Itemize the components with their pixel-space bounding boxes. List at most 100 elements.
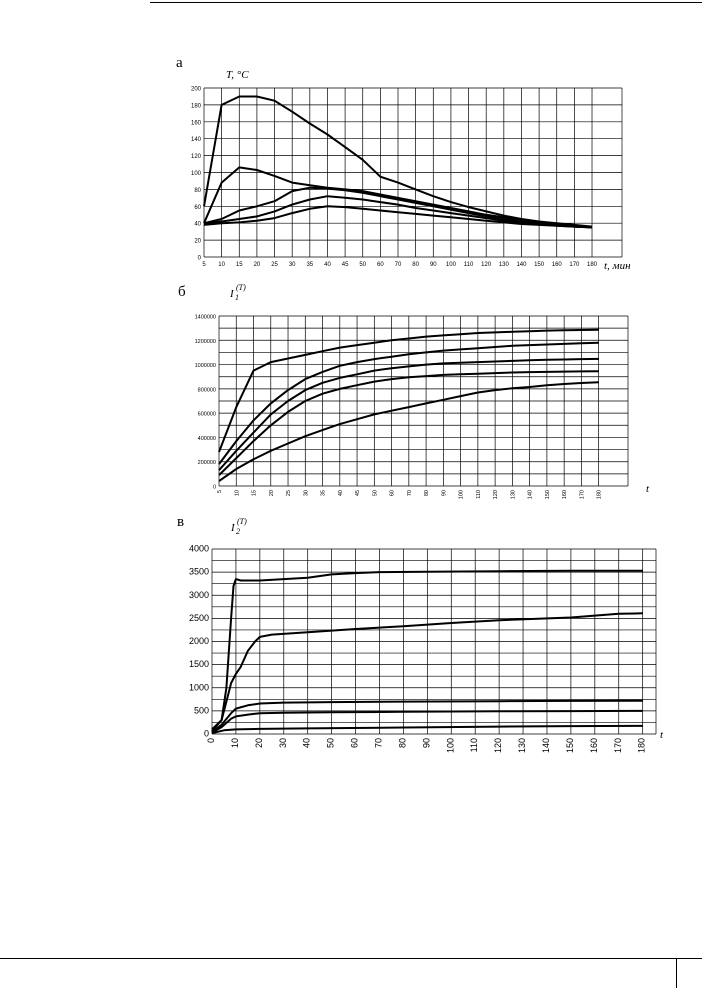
x-tick-label: 130 <box>499 262 510 268</box>
y-tick-label: 1400000 <box>195 315 216 321</box>
x-tick-label: 110 <box>469 738 479 752</box>
y-tick-label: 20 <box>194 239 201 245</box>
x-tick-label: 170 <box>613 738 623 753</box>
x-tick-label: 140 <box>541 738 551 753</box>
y-tick-label: 200 <box>191 87 202 93</box>
series-line-2 <box>218 341 599 465</box>
y-tick-label: 0 <box>213 485 216 491</box>
y-tick-label: 140 <box>191 137 202 143</box>
chart-integral-1: б I 1(T) 0 200000 400000 600000 800000 1000000 12… <box>178 283 650 499</box>
y-tick-label: 400000 <box>198 436 216 442</box>
x-tick-label: 50 <box>372 490 378 496</box>
x-tick-label: 10 <box>230 738 240 748</box>
x-tick-label: 180 <box>637 738 647 753</box>
series-line-3 <box>211 699 643 733</box>
y-tick-label: 0 <box>204 729 209 739</box>
x-axis-title: t <box>660 729 664 741</box>
x-tick-label: 60 <box>377 262 384 268</box>
chart-integral-2: в I 2(T) 0 500 1000 1500 2000 2500 3000 3500 4000 0 1… <box>177 514 664 753</box>
x-tick-label: 20 <box>269 490 275 496</box>
x-tick-label: 120 <box>493 490 499 499</box>
x-tick-label: 10 <box>218 262 225 268</box>
y-tick-label: 1200000 <box>195 339 216 345</box>
series-line-5 <box>218 381 599 482</box>
x-tick-label: 15 <box>236 262 243 268</box>
y-tick-label: 500 <box>194 705 209 715</box>
header-rule <box>150 2 702 3</box>
x-tick-label: 60 <box>350 738 360 748</box>
x-tick-label: 170 <box>569 262 580 268</box>
x-tick-label: 160 <box>552 262 563 268</box>
x-tick-label: 140 <box>528 490 534 499</box>
x-tick-label: 35 <box>306 262 313 268</box>
x-tick-label: 30 <box>289 262 296 268</box>
y-tick-label: 4000 <box>189 544 209 554</box>
x-tick-label: 70 <box>395 262 402 268</box>
x-tick-label: 100 <box>459 490 465 499</box>
x-tick-label: 20 <box>254 738 264 748</box>
x-tick-label: 0 <box>206 738 216 743</box>
x-tick-label: 25 <box>271 262 278 268</box>
x-tick-label: 180 <box>587 262 598 268</box>
series-line-1 <box>218 328 599 453</box>
y-tick-label: 800000 <box>198 387 216 393</box>
y-axis-title-sub: 2 <box>236 527 240 536</box>
x-tick-label: 130 <box>510 490 516 499</box>
series-line-5 <box>211 724 643 735</box>
series-line-1 <box>211 569 643 731</box>
x-tick-label: 130 <box>517 738 527 753</box>
x-axis-title: t <box>646 483 650 495</box>
x-tick-label: 110 <box>476 490 482 499</box>
x-tick-label: 30 <box>303 490 309 496</box>
x-tick-label: 110 <box>464 262 474 268</box>
page-corner-box <box>676 958 702 988</box>
panel-letter-1: б <box>178 284 186 300</box>
y-tick-label: 3500 <box>189 567 209 577</box>
series-line-2 <box>203 166 593 229</box>
x-tick-label: 160 <box>562 490 568 499</box>
x-tick-label: 70 <box>373 738 383 748</box>
y-tick-label: 200000 <box>198 460 216 466</box>
series-line-4 <box>203 195 593 229</box>
series-line-4 <box>218 370 599 476</box>
x-tick-label: 15 <box>252 490 258 496</box>
x-tick-label: 45 <box>355 490 361 496</box>
series-line-4 <box>211 709 643 734</box>
y-tick-label: 40 <box>194 222 201 228</box>
x-tick-label: 150 <box>545 490 551 499</box>
x-axis-title: t, мин <box>604 260 631 272</box>
x-tick-label: 80 <box>424 490 430 496</box>
x-tick-label: 60 <box>390 490 396 496</box>
y-tick-label: 180 <box>191 103 202 109</box>
y-tick-label: 80 <box>194 188 201 194</box>
y-tick-label: 1000 <box>189 682 209 692</box>
chart-temperature: а T, °C 0 20 40 60 80 100 120 140 160 180 200 5 10 15 20… <box>176 55 631 272</box>
x-tick-label: 150 <box>534 262 545 268</box>
x-tick-label: 5 <box>202 262 206 268</box>
panel-letter-2: в <box>177 514 184 530</box>
series-line-2 <box>211 612 643 732</box>
y-tick-label: 1500 <box>189 659 209 669</box>
x-tick-label: 5 <box>217 490 223 493</box>
x-tick-label: 50 <box>359 262 366 268</box>
x-tick-label: 80 <box>412 262 419 268</box>
y-tick-label: 120 <box>191 154 202 160</box>
y-axis-title: I <box>230 522 236 534</box>
x-tick-label: 40 <box>324 262 331 268</box>
x-tick-label: 160 <box>589 738 599 753</box>
x-tick-label: 120 <box>493 738 503 753</box>
x-tick-label: 100 <box>446 262 457 268</box>
series-line-3 <box>218 357 599 471</box>
y-tick-label: 0 <box>198 256 202 262</box>
y-tick-label: 3000 <box>189 590 209 600</box>
x-tick-label: 180 <box>597 490 603 499</box>
x-tick-label: 40 <box>302 738 312 748</box>
y-axis-title-sup: (T) <box>237 517 247 526</box>
x-tick-label: 45 <box>342 262 349 268</box>
y-tick-label: 1000000 <box>195 363 216 369</box>
x-tick-label: 120 <box>481 262 492 268</box>
x-tick-label: 100 <box>445 738 455 753</box>
y-axis-title: T, °C <box>226 69 249 81</box>
x-tick-label: 80 <box>397 738 407 748</box>
x-tick-label: 70 <box>407 490 413 496</box>
